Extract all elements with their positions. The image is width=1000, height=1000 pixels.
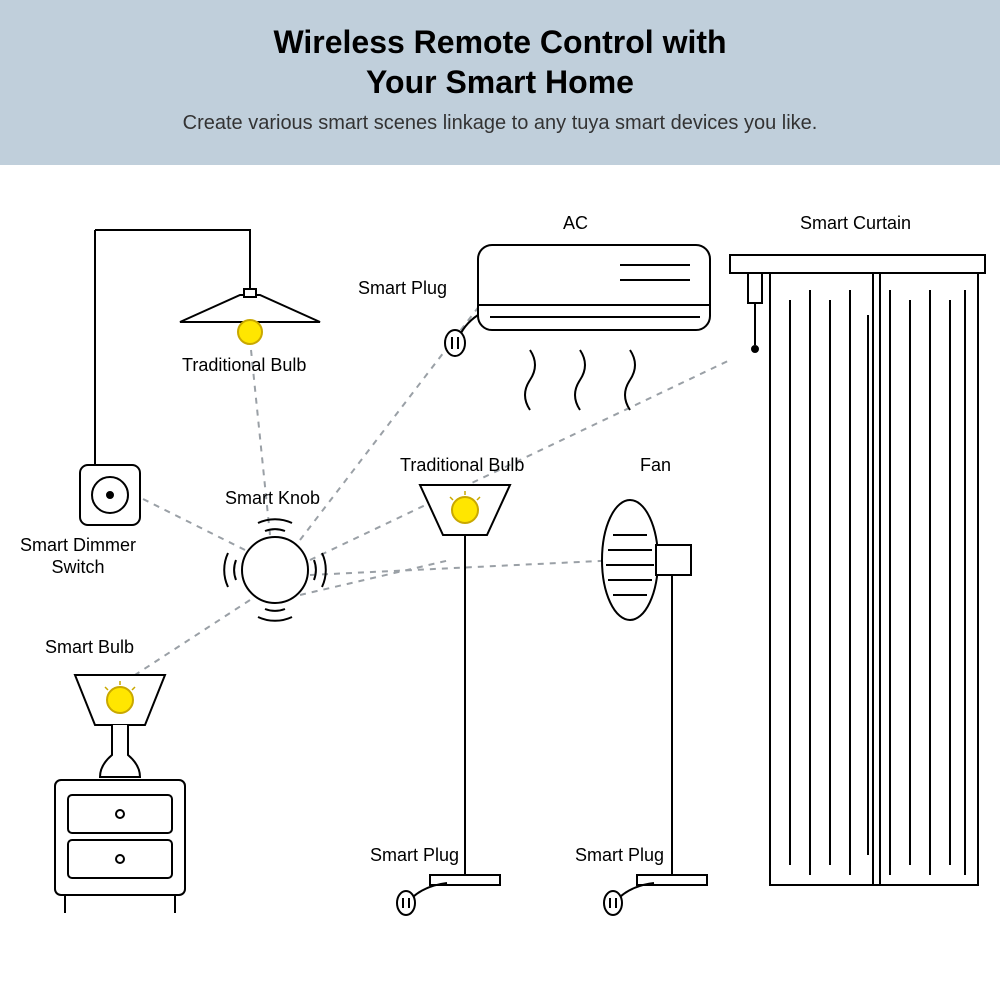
smart-bulb-label: Smart Bulb <box>45 637 134 658</box>
header-banner: Wireless Remote Control with Your Smart … <box>0 0 1000 165</box>
title: Wireless Remote Control with Your Smart … <box>0 22 1000 102</box>
fan-label: Fan <box>640 455 671 476</box>
smart-dimmer-switch-label: Smart DimmerSwitch <box>20 535 136 578</box>
pendant-lamp-icon <box>95 230 320 465</box>
ac-label: AC <box>563 213 588 234</box>
smart-plug-floor2-label: Smart Plug <box>575 845 664 866</box>
diagram-canvas: AC Smart Curtain Smart Plug Traditional … <box>0 165 1000 1000</box>
smart-knob-icon <box>224 519 326 621</box>
traditional-bulb-pendant-label: Traditional Bulb <box>182 355 306 376</box>
smart-plug-floor1-label: Smart Plug <box>370 845 459 866</box>
smart-plug-ac-label: Smart Plug <box>358 278 447 299</box>
smart-curtain-icon <box>730 255 985 885</box>
traditional-bulb-floor-label: Traditional Bulb <box>400 455 524 476</box>
subtitle: Create various smart scenes linkage to a… <box>0 112 1000 135</box>
smart-knob-label: Smart Knob <box>225 488 320 509</box>
table-lamp-icon <box>55 675 185 913</box>
smart-plug-ac-icon <box>445 315 478 356</box>
dimmer-switch-icon <box>80 465 140 525</box>
ac-unit-icon <box>478 245 710 410</box>
smart-curtain-label: Smart Curtain <box>800 213 911 234</box>
